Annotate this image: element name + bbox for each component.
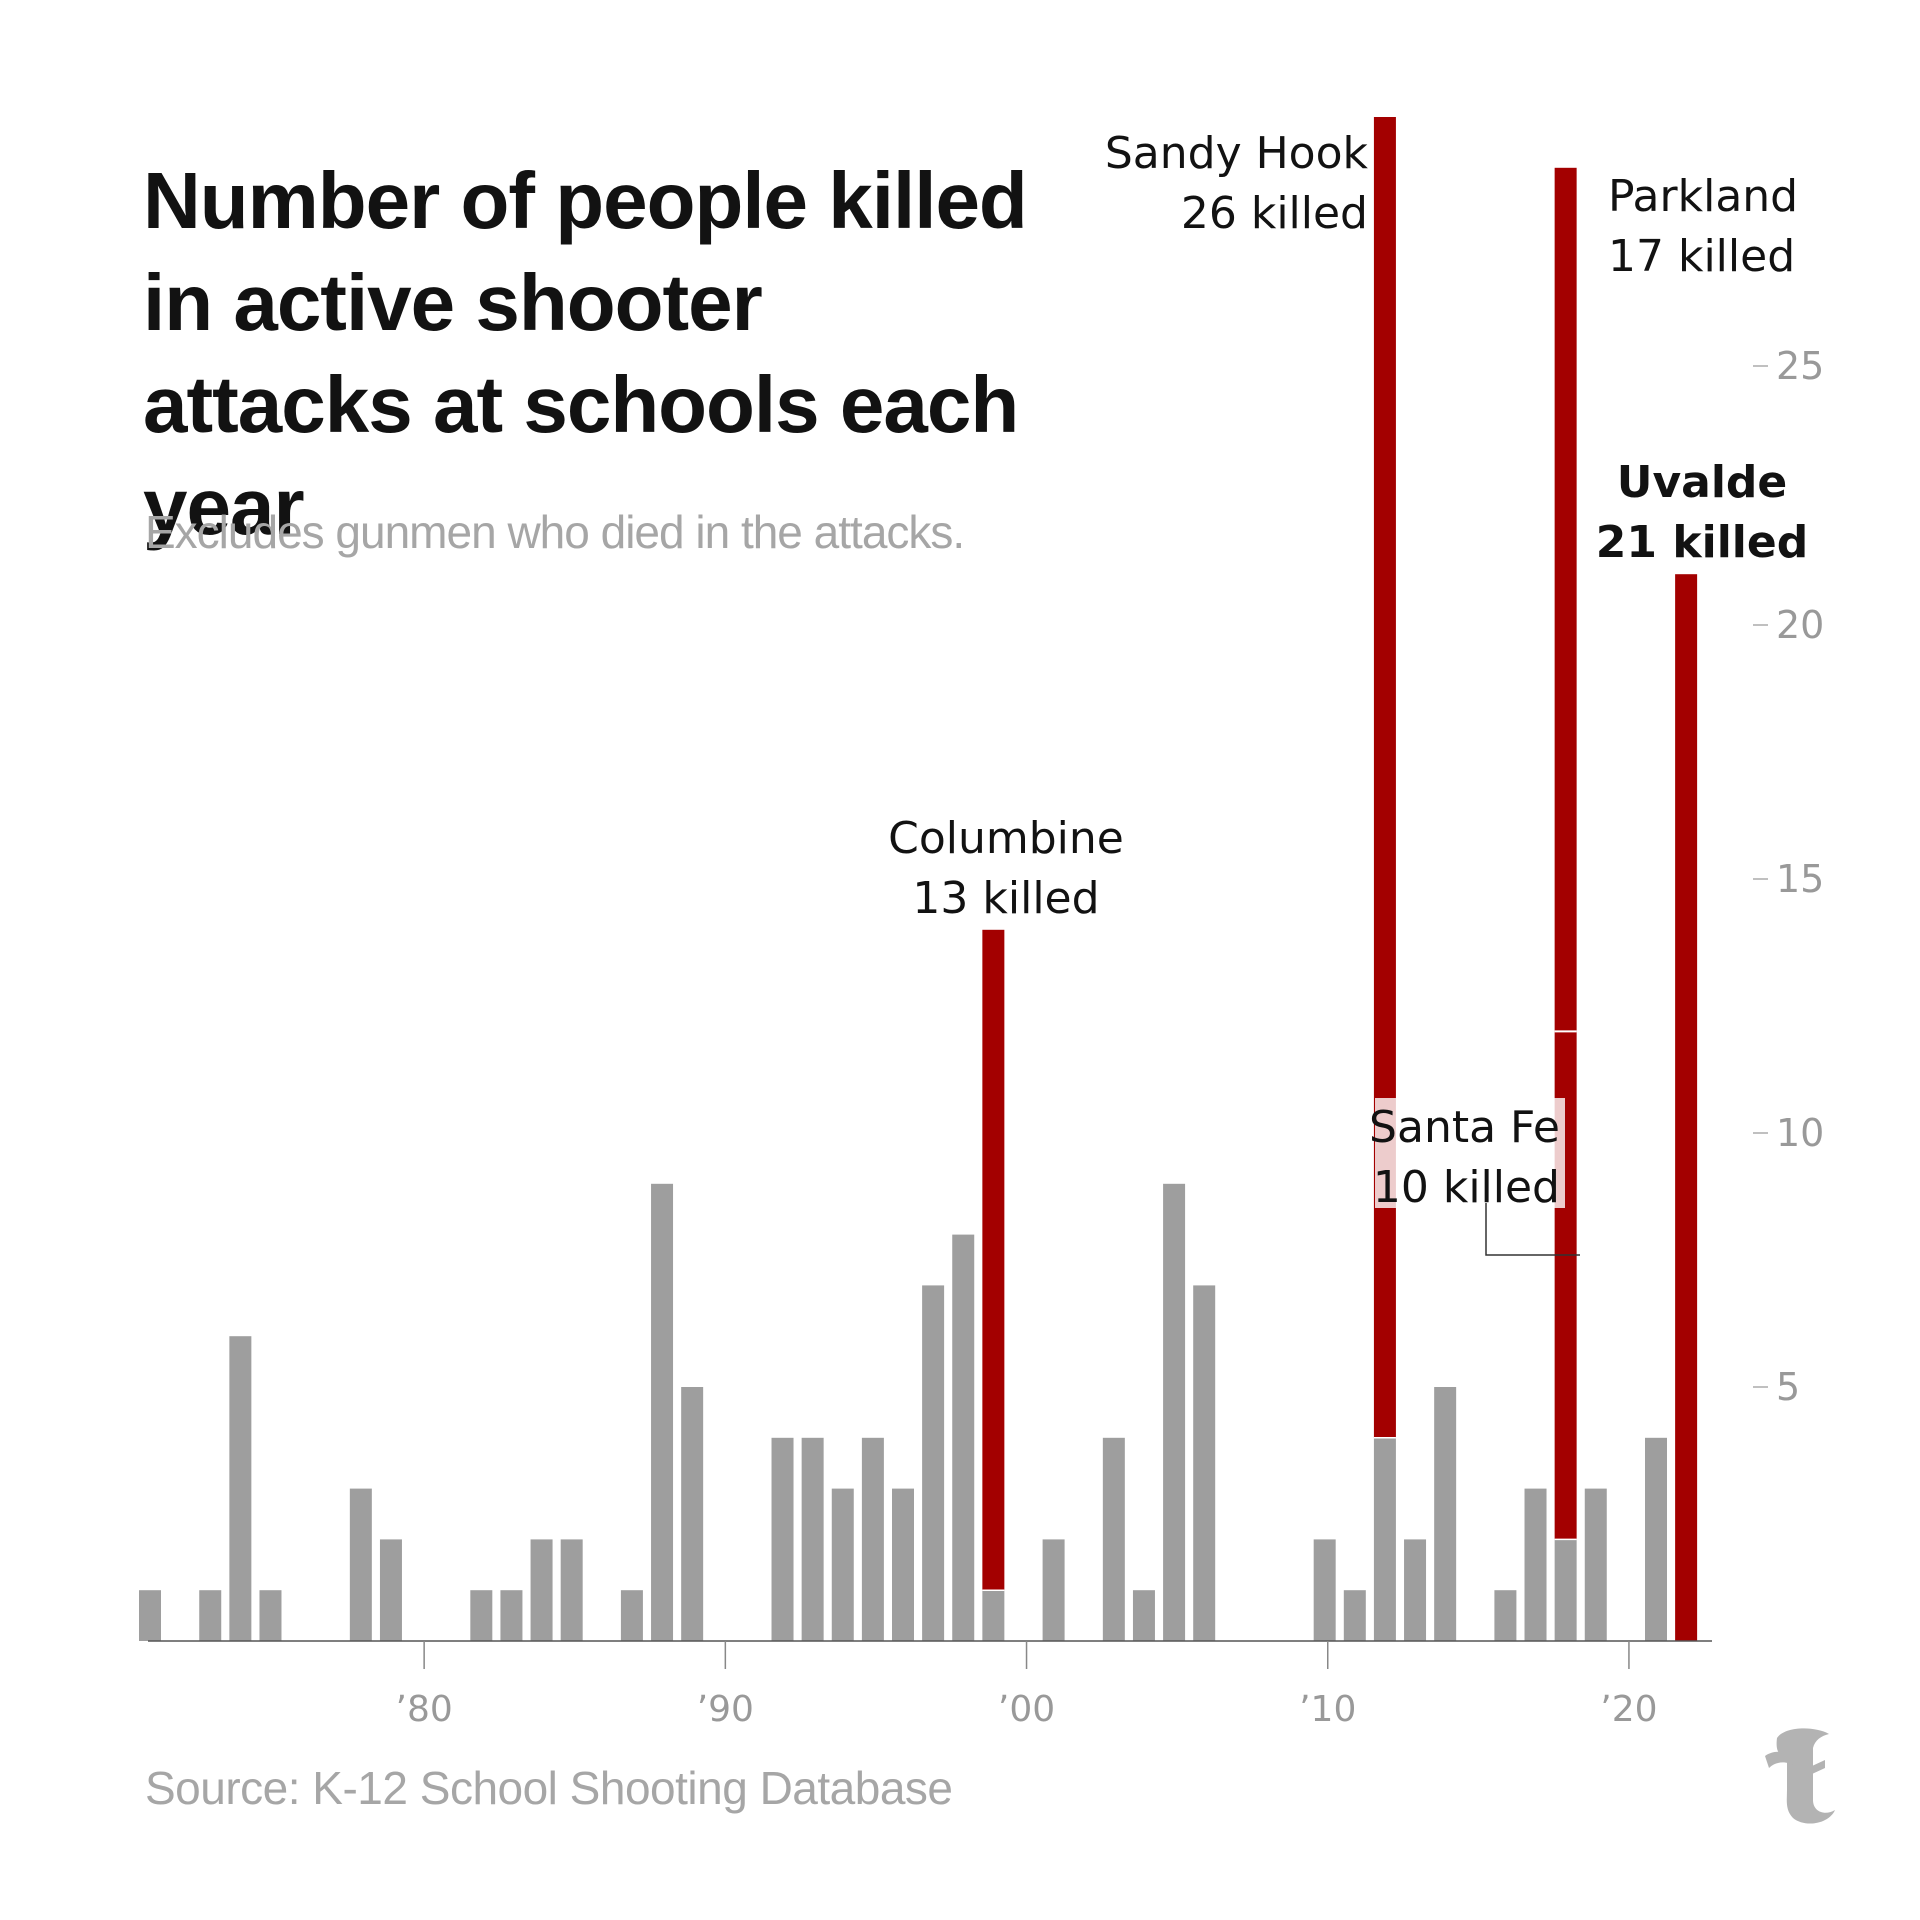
annotation-sandy-hook-line-1: Sandy Hook — [1105, 128, 1369, 179]
y-tick-label-25: 25 — [1776, 344, 1824, 388]
bar-1993 — [801, 1437, 824, 1641]
bar-1979 — [379, 1539, 402, 1641]
annotation-columbine-line-2: 13 killed — [912, 873, 1099, 924]
bar-1998 — [952, 1234, 975, 1641]
annotation-parkland-line-2: 17 killed — [1608, 231, 1795, 282]
bar-2011 — [1343, 1590, 1366, 1641]
bar-1997 — [922, 1285, 945, 1641]
leader-line-santa-fe — [1485, 1203, 1580, 1256]
bar-1978 — [349, 1488, 372, 1641]
x-tick-label-2000: ’00 — [998, 1689, 1055, 1730]
bar-2006 — [1193, 1285, 1216, 1641]
bar-2021 — [1645, 1437, 1667, 1641]
x-tick-label-1990: ’90 — [697, 1689, 754, 1730]
bar-1974 — [229, 1336, 252, 1641]
bar-1989 — [681, 1387, 704, 1641]
bar-2016 — [1494, 1590, 1517, 1641]
bar-2005 — [1163, 1183, 1186, 1641]
annotation-columbine-line-1: Columbine — [888, 813, 1124, 864]
highlight-bar-2012 — [1373, 117, 1396, 1438]
y-tick-label-20: 20 — [1776, 603, 1824, 647]
annotation-sandy-hook-line-2: 26 killed — [1181, 188, 1368, 239]
bar-2017 — [1524, 1488, 1547, 1641]
bar-1994 — [831, 1488, 854, 1641]
bar-1992 — [771, 1437, 794, 1641]
bar-2013 — [1404, 1539, 1427, 1641]
bar-2001 — [1042, 1539, 1065, 1641]
chart-subtitle: Excludes gunmen who died in the attacks. — [145, 506, 965, 558]
bar-2010 — [1313, 1539, 1336, 1641]
chart-title: Number of people killed in active shoote… — [143, 156, 1028, 551]
bar-1973 — [199, 1590, 222, 1641]
bar-1984 — [530, 1539, 553, 1641]
annotation-uvalde-line-2: 21 killed — [1596, 517, 1808, 568]
bar-1982 — [470, 1590, 493, 1641]
x-tick-label-2020: ’20 — [1600, 1689, 1657, 1730]
bar-2018 — [1554, 1539, 1577, 1641]
bar-1999 — [982, 1590, 1005, 1641]
bar-1996 — [892, 1488, 914, 1641]
bar-1987 — [620, 1590, 643, 1641]
x-tick-label-2010: ’10 — [1299, 1689, 1356, 1730]
bar-1988 — [651, 1183, 674, 1641]
bar-2003 — [1102, 1437, 1125, 1641]
bar-1971 — [139, 1590, 161, 1641]
bar-1983 — [500, 1590, 523, 1641]
annotation-parkland-line-1: Parkland — [1608, 171, 1798, 222]
y-tick-label-15: 15 — [1776, 857, 1824, 901]
annotation-santa-fe-line-2: 10 killed — [1373, 1162, 1560, 1213]
bar-1995 — [861, 1437, 884, 1641]
bar-2004 — [1132, 1590, 1155, 1641]
y-tick-label-5: 5 — [1776, 1365, 1800, 1409]
bar-2014 — [1434, 1387, 1457, 1641]
source-note: Source: K-12 School Shooting Database — [145, 1762, 953, 1814]
bar-1985 — [560, 1539, 583, 1641]
highlight-bar-1999 — [982, 929, 1005, 1591]
label-bg-santa-fe — [1375, 1098, 1565, 1208]
highlight-bar-2022 — [1675, 574, 1698, 1642]
highlight-bar-2018 — [1554, 167, 1577, 1540]
bar-2012 — [1373, 1437, 1396, 1641]
nyt-t-logo-icon — [1765, 1728, 1835, 1824]
x-tick-label-1980: ’80 — [396, 1689, 453, 1730]
annotation-uvalde-line-1: Uvalde — [1617, 457, 1788, 508]
bar-2019 — [1584, 1488, 1607, 1641]
annotation-santa-fe-line-1: Santa Fe — [1369, 1102, 1560, 1153]
bar-1975 — [259, 1590, 282, 1641]
y-tick-label-10: 10 — [1776, 1111, 1824, 1155]
